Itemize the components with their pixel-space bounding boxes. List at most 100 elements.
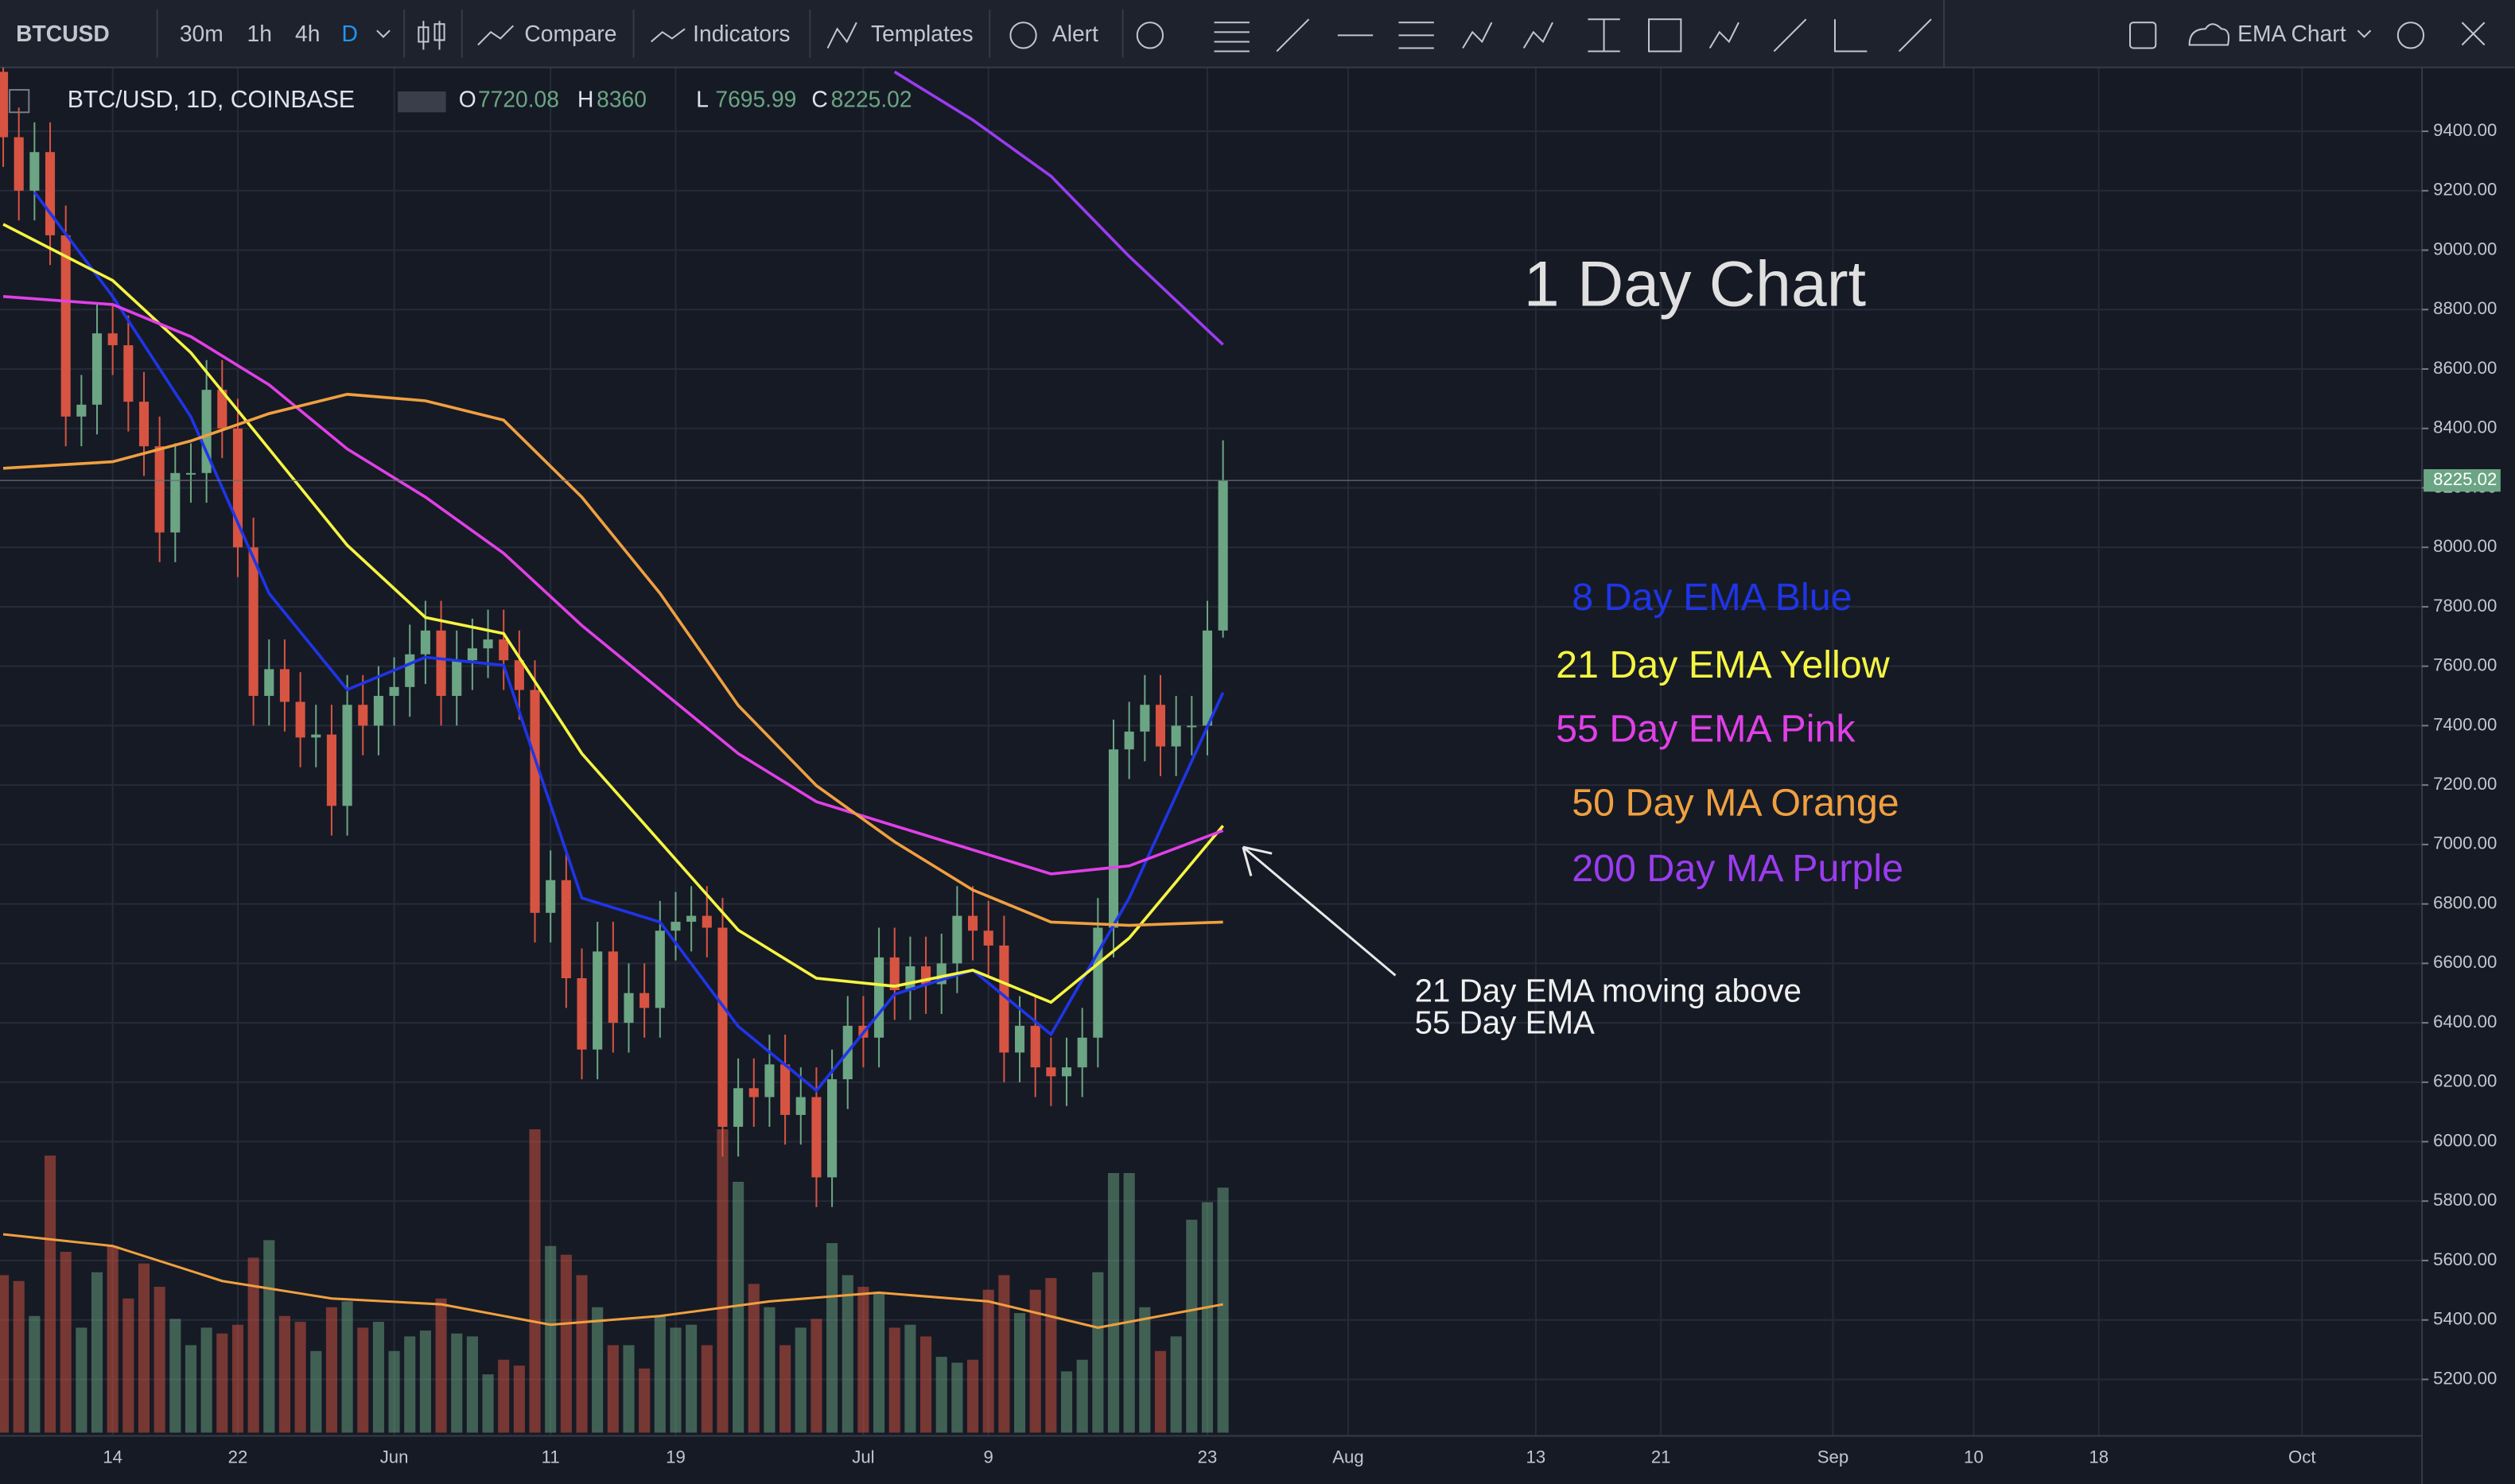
y-tick-label: 5400.00 xyxy=(2433,1309,2497,1329)
compare-button[interactable]: Compare xyxy=(524,21,616,46)
volume-bar xyxy=(1154,1350,1167,1433)
candle-body xyxy=(1077,1037,1087,1068)
y-tick-label: 8600.00 xyxy=(2433,358,2497,378)
ma-line xyxy=(33,191,1225,1093)
chart-style-icon[interactable] xyxy=(418,21,445,50)
layout-icon[interactable] xyxy=(2188,23,2230,46)
volume-bar xyxy=(138,1263,150,1433)
candle-body xyxy=(999,945,1009,1053)
tool-icon[interactable] xyxy=(1398,21,1434,49)
volume-bar xyxy=(560,1254,572,1433)
tool-icon[interactable] xyxy=(1522,21,1553,49)
candle-body xyxy=(1171,725,1181,747)
interval-button[interactable]: 4h xyxy=(295,21,320,46)
candle-body xyxy=(952,915,962,964)
templates-button[interactable]: Templates xyxy=(871,21,974,46)
volume-bar xyxy=(576,1275,588,1433)
volume-bar xyxy=(686,1324,698,1433)
replay-icon[interactable] xyxy=(1136,21,1164,49)
x-tick-label: 9 xyxy=(984,1447,993,1467)
dropdown-icon[interactable] xyxy=(376,29,391,38)
volume-bar xyxy=(1107,1173,1120,1433)
candle-body xyxy=(264,669,274,697)
volume-bar xyxy=(873,1292,885,1433)
indicators-icon[interactable] xyxy=(651,28,686,43)
tool-icon[interactable] xyxy=(1214,21,1250,52)
candle-body xyxy=(889,957,900,990)
y-tick-label: 6200.00 xyxy=(2433,1071,2497,1091)
tool-icon[interactable] xyxy=(1773,18,1807,52)
candle-body xyxy=(279,669,290,702)
fullscreen-icon[interactable] xyxy=(2129,21,2157,49)
volume-bar xyxy=(998,1275,1010,1433)
y-tick-label: 6800.00 xyxy=(2433,892,2497,912)
alert-icon[interactable] xyxy=(1009,21,1037,49)
y-tick-label: 9400.00 xyxy=(2433,120,2497,140)
volume-bar xyxy=(91,1272,103,1433)
interval-button[interactable]: D xyxy=(342,21,358,46)
volume-bar xyxy=(888,1327,900,1433)
tool-icon[interactable] xyxy=(1898,18,1932,52)
y-tick-label: 9200.00 xyxy=(2433,180,2497,200)
candle-body xyxy=(436,630,446,697)
legend-entry: 200 Day MA Purple xyxy=(1572,847,1903,890)
volume-bar xyxy=(185,1345,197,1433)
volume-bar xyxy=(154,1287,165,1433)
volume-bar xyxy=(904,1324,916,1433)
dropdown-icon[interactable] xyxy=(2357,29,2372,38)
collapse-icon[interactable] xyxy=(9,88,30,114)
candle-body xyxy=(514,660,524,690)
interval-button[interactable]: 30m xyxy=(180,21,224,46)
candle-body xyxy=(686,915,697,923)
tool-icon[interactable] xyxy=(1588,18,1620,52)
y-tick-label: 5200.00 xyxy=(2433,1368,2497,1388)
alert-button[interactable]: Alert xyxy=(1052,21,1098,46)
compare-icon[interactable] xyxy=(477,25,515,46)
candle-body xyxy=(389,686,399,697)
candle-body xyxy=(624,993,634,1024)
candle-body xyxy=(154,446,165,533)
templates-icon[interactable] xyxy=(826,21,857,49)
candle-body xyxy=(530,690,540,913)
y-tick-label: 7400.00 xyxy=(2433,714,2497,734)
tool-icon[interactable] xyxy=(1276,18,1310,52)
tool-icon[interactable] xyxy=(1648,18,1682,52)
y-tick-label: 5800.00 xyxy=(2433,1190,2497,1210)
candle-body xyxy=(593,951,603,1050)
candle-body xyxy=(170,472,181,533)
candle-body xyxy=(138,402,150,447)
volume-bar xyxy=(247,1257,259,1433)
x-tick-label: 10 xyxy=(1964,1447,1984,1467)
volume-bar xyxy=(779,1345,791,1433)
candle-body xyxy=(983,930,993,946)
expand-icon[interactable] xyxy=(2461,21,2486,46)
indicators-button[interactable]: Indicators xyxy=(693,21,790,46)
candle-body xyxy=(795,1097,806,1115)
volume-bar xyxy=(1092,1272,1104,1433)
settings-icon[interactable] xyxy=(2396,21,2425,49)
layout-button[interactable]: EMA Chart xyxy=(2237,21,2346,46)
volume-bar xyxy=(231,1324,244,1433)
volume-bar xyxy=(1186,1219,1198,1433)
candle-body xyxy=(1061,1067,1072,1077)
volume-ma-line xyxy=(2,1233,1223,1329)
candle-body xyxy=(764,1064,775,1097)
interval-button[interactable]: 1h xyxy=(247,21,272,46)
tool-icon[interactable] xyxy=(1462,21,1493,49)
tool-icon[interactable] xyxy=(1708,21,1740,49)
ohlc-value: 7720.08 xyxy=(478,87,559,112)
candle-body xyxy=(608,951,618,1024)
ohlc-key: O xyxy=(459,87,476,112)
volume-bar xyxy=(29,1315,41,1433)
ohlc-value: 7695.99 xyxy=(715,87,796,112)
candle-body xyxy=(1014,1025,1025,1053)
series-buttons[interactable] xyxy=(398,91,446,113)
volume-bar xyxy=(1013,1313,1026,1433)
volume-bar xyxy=(717,1129,729,1433)
series-symbol: BTC/USD, 1D, COINBASE xyxy=(68,87,355,113)
volume-bar xyxy=(466,1336,478,1433)
candle-body xyxy=(373,696,383,726)
tool-icon[interactable] xyxy=(1833,19,1868,52)
candle-body xyxy=(0,72,9,138)
symbol-button[interactable]: BTCUSD xyxy=(16,21,110,46)
